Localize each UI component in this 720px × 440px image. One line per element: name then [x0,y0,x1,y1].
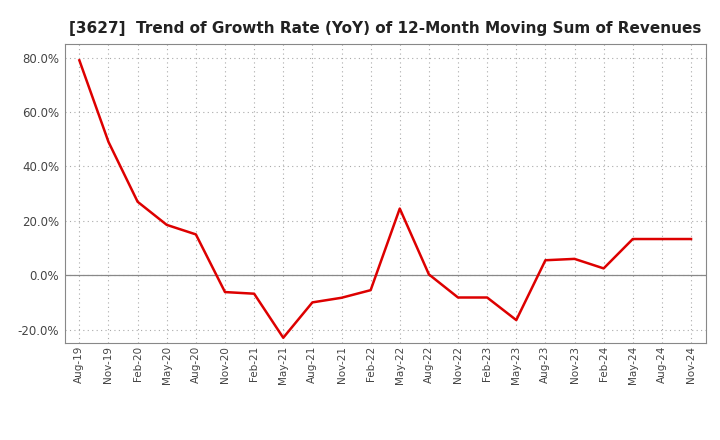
Title: [3627]  Trend of Growth Rate (YoY) of 12-Month Moving Sum of Revenues: [3627] Trend of Growth Rate (YoY) of 12-… [69,21,701,36]
